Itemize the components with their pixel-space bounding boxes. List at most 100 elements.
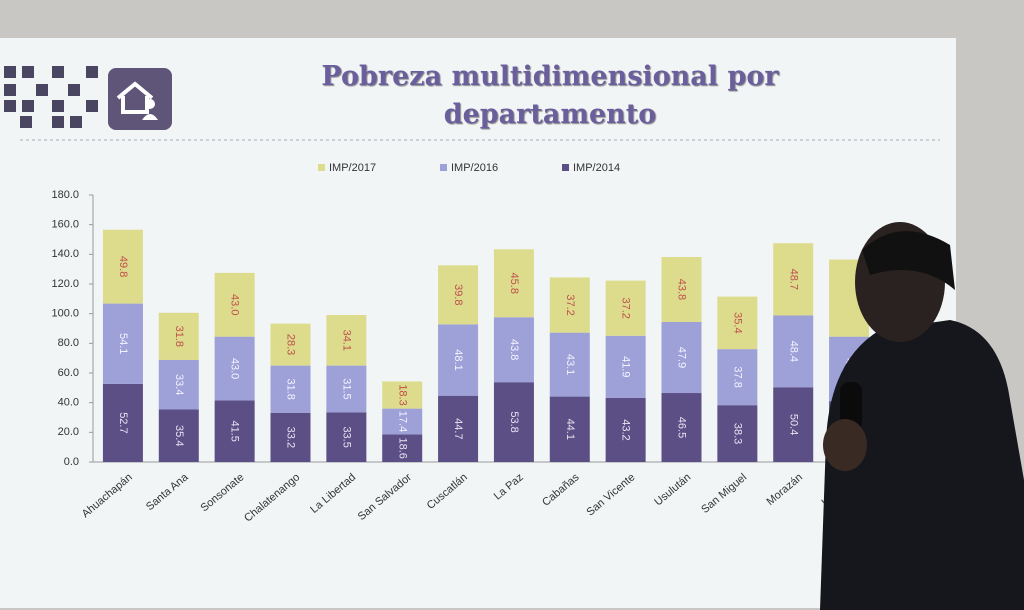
bar-segment bbox=[493, 249, 534, 318]
data-label: 34.1 bbox=[340, 330, 352, 351]
data-label: 35.4 bbox=[173, 425, 185, 446]
legend-label: IMP/2017 bbox=[329, 162, 376, 174]
data-label: 33.2 bbox=[285, 427, 297, 448]
bar-segment bbox=[605, 397, 646, 462]
legend-label: IMP/2016 bbox=[451, 162, 498, 174]
legend-swatch bbox=[318, 164, 325, 171]
bar-segment bbox=[661, 321, 702, 394]
bar-segment bbox=[326, 315, 367, 366]
x-tick-label: Sonsonate bbox=[198, 471, 246, 514]
y-tick-label: 140.0 bbox=[51, 248, 79, 260]
bar-segment bbox=[438, 265, 479, 325]
bar-segment bbox=[661, 393, 702, 462]
data-label: 43.0 bbox=[229, 294, 241, 315]
data-label: 48.4 bbox=[787, 341, 799, 362]
bar-segment bbox=[214, 400, 255, 462]
x-tick-label: San Miguel bbox=[699, 471, 749, 516]
y-tick-label: 80.0 bbox=[58, 337, 79, 349]
data-label: 37.2 bbox=[620, 297, 632, 318]
data-label: 43.0 bbox=[229, 358, 241, 379]
data-label: 46.5 bbox=[676, 417, 688, 438]
data-label: 43.2 bbox=[620, 419, 632, 440]
y-tick-label: 40.0 bbox=[58, 397, 79, 409]
data-label: 37.2 bbox=[564, 294, 576, 315]
data-label: 47.9 bbox=[676, 347, 688, 368]
bar-segment bbox=[270, 365, 311, 413]
data-label: 44.7 bbox=[452, 418, 464, 439]
x-tick-label: La Paz bbox=[492, 471, 526, 502]
data-label: 48.7 bbox=[787, 269, 799, 290]
data-label: 54.1 bbox=[117, 333, 129, 354]
bar-segment bbox=[102, 229, 143, 304]
legend-swatch bbox=[440, 164, 447, 171]
y-tick-label: 160.0 bbox=[51, 219, 79, 231]
data-label: 31.8 bbox=[285, 378, 297, 399]
data-label: 33.4 bbox=[173, 374, 185, 395]
data-label: 33.5 bbox=[340, 426, 352, 447]
data-label: 41.9 bbox=[620, 356, 632, 377]
data-label: 53.8 bbox=[508, 411, 520, 432]
x-tick-label: San Vicente bbox=[584, 471, 637, 518]
bar-segment bbox=[382, 434, 423, 462]
x-tick-label: Morazán bbox=[765, 471, 805, 508]
data-label: 39.8 bbox=[452, 284, 464, 305]
data-label: 38.3 bbox=[731, 423, 743, 444]
data-label: 43.8 bbox=[508, 339, 520, 360]
data-label: 43.8 bbox=[676, 279, 688, 300]
y-tick-label: 60.0 bbox=[58, 367, 79, 379]
data-label: 50.4 bbox=[787, 414, 799, 435]
bar-segment bbox=[549, 277, 590, 333]
bar-segment bbox=[605, 335, 646, 398]
y-tick-label: 120.0 bbox=[51, 278, 79, 290]
x-tick-label: Ahuachapán bbox=[80, 471, 135, 520]
data-label: 17.4 bbox=[396, 411, 408, 432]
bar-segment bbox=[102, 303, 143, 384]
bar-segment bbox=[270, 323, 311, 366]
data-label: 41.5 bbox=[229, 421, 241, 442]
x-tick-label: Cuscatlán bbox=[425, 471, 470, 512]
bar-segment bbox=[493, 382, 534, 462]
x-tick-label: Chalatenango bbox=[242, 471, 302, 524]
presenter bbox=[820, 222, 1024, 610]
x-tick-label: Santa Ana bbox=[144, 471, 191, 513]
bar-segment bbox=[382, 381, 423, 409]
bar-segment bbox=[549, 396, 590, 462]
legend-label: IMP/2014 bbox=[573, 162, 620, 174]
data-label: 49.8 bbox=[117, 256, 129, 277]
bar-segment bbox=[158, 409, 199, 462]
data-label: 18.6 bbox=[396, 437, 408, 458]
bar-segment bbox=[214, 336, 255, 401]
data-label: 18.3 bbox=[396, 384, 408, 405]
bar-segment bbox=[605, 280, 646, 336]
bar-segment bbox=[717, 296, 758, 350]
x-tick-label: La Libertad bbox=[308, 471, 358, 516]
x-tick-label: San Salvador bbox=[356, 471, 415, 523]
bar-segment bbox=[661, 257, 702, 322]
y-tick-label: 100.0 bbox=[51, 308, 79, 320]
y-tick-label: 180.0 bbox=[51, 189, 79, 201]
data-label: 43.1 bbox=[564, 354, 576, 375]
bar-segment bbox=[326, 412, 367, 462]
plot: 0.0 20.0 40.0 60.0 80.0 100.0 120.0 140.0 160.0 1… bbox=[51, 162, 877, 525]
legend-swatch bbox=[562, 164, 569, 171]
bar-segment bbox=[717, 349, 758, 406]
data-label: 31.5 bbox=[340, 378, 352, 399]
y-tick-label: 20.0 bbox=[58, 426, 79, 438]
data-label: 35.4 bbox=[731, 312, 743, 333]
data-label: 48.1 bbox=[452, 349, 464, 370]
bar-segment bbox=[493, 317, 534, 383]
data-label: 44.1 bbox=[564, 419, 576, 440]
data-label: 37.8 bbox=[731, 366, 743, 387]
bar-segment bbox=[438, 395, 479, 462]
bar-segment bbox=[382, 408, 423, 435]
data-label: 28.3 bbox=[285, 334, 297, 355]
bar-segment bbox=[717, 405, 758, 462]
bar-segment bbox=[214, 272, 255, 337]
data-label: 31.8 bbox=[173, 326, 185, 347]
bar-segment bbox=[102, 383, 143, 462]
bar-segment bbox=[326, 365, 367, 413]
bar-segment bbox=[773, 243, 814, 316]
bar-segment bbox=[438, 324, 479, 396]
bar-segment bbox=[158, 312, 199, 360]
